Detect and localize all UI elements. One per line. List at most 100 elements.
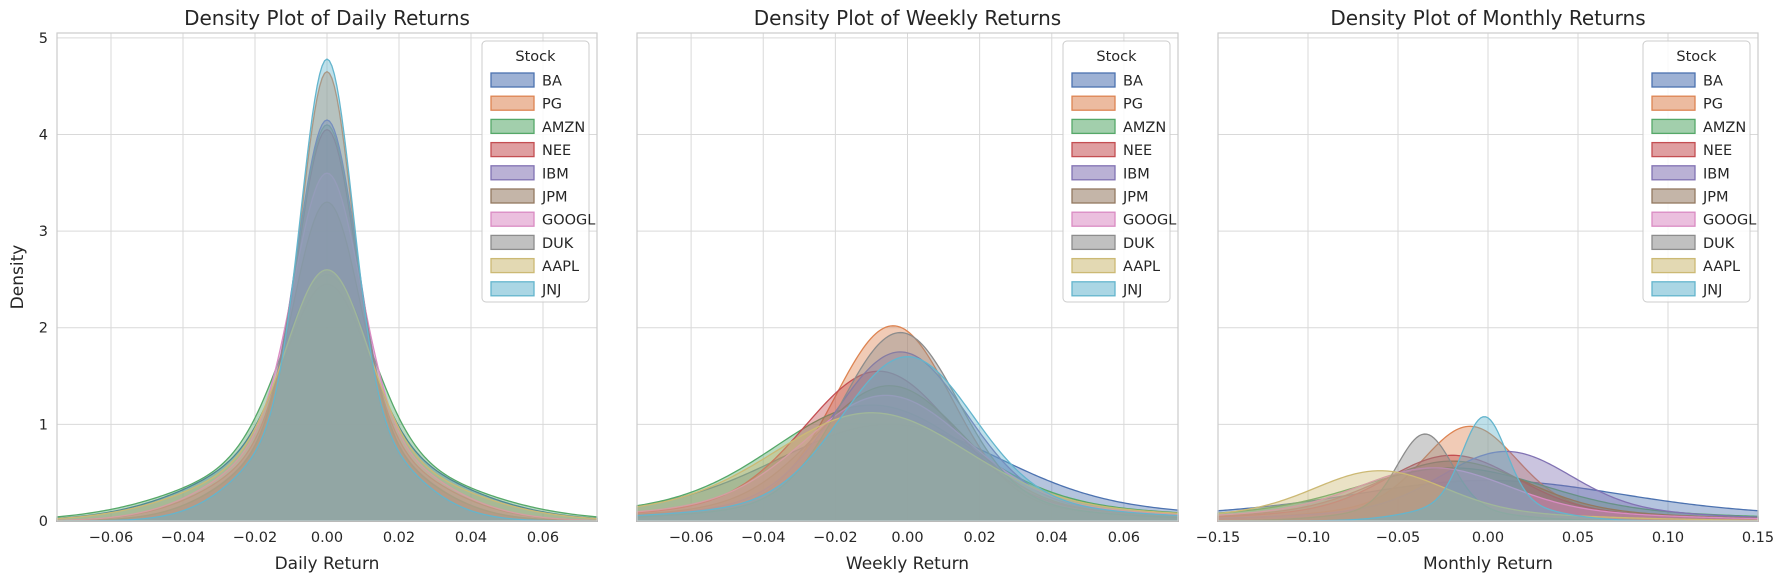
- legend-label-jpm: JPM: [1702, 190, 1729, 206]
- legend-swatch-jpm: [490, 188, 535, 204]
- x-tick-label: 0.04: [455, 530, 487, 546]
- x-tick-label: 0.04: [1036, 530, 1068, 546]
- panel-2: −0.06 −0.04 −0.02 0.00 0.02 0.04 0.06 Density P…: [636, 6, 1179, 574]
- legend-label-jpm: JPM: [541, 190, 568, 206]
- x-tick-label: 0.00: [891, 530, 923, 546]
- y-tick-label: 3: [39, 224, 48, 240]
- x-tick-label: −0.05: [1376, 530, 1420, 546]
- legend-swatch-amzn: [490, 118, 535, 135]
- panel-1: −0.06 −0.04 −0.02 0.00 0.02 0.04 0.06 0 1 2 3 4 5 Den…: [8, 6, 598, 574]
- density-area-ba: [56, 283, 598, 522]
- legend: Stock BA PG AMZN NEE IBM JPM GOOGL DUK AAPL JNJ: [1062, 40, 1176, 303]
- legend-swatch-nee: [490, 141, 535, 158]
- x-tick-label: −0.02: [813, 530, 857, 546]
- legend-swatch-nee: [1071, 141, 1116, 158]
- legend-label-ibm: IBM: [1703, 166, 1730, 182]
- x-tick-label: 0.15: [1742, 530, 1774, 546]
- legend-swatch-jnj: [1651, 281, 1696, 297]
- density-area-googl: [56, 172, 598, 522]
- density-area-googl: [1217, 467, 1759, 522]
- legend-swatch-jpm: [1071, 188, 1116, 204]
- legend-label-googl: GOOGL: [1123, 213, 1176, 229]
- legend-swatch-jnj: [1071, 281, 1116, 297]
- chart-title: Density Plot of Weekly Returns: [754, 6, 1061, 30]
- legend-label-pg: PG: [1123, 97, 1143, 113]
- density-area-ibm: [1217, 450, 1759, 522]
- density-area-ibm: [636, 351, 1179, 522]
- legend-swatch-duk: [1651, 234, 1696, 251]
- legend-label-duk: DUK: [542, 236, 574, 252]
- density-area-amzn: [56, 273, 598, 522]
- chart-title: Density Plot of Monthly Returns: [1330, 6, 1645, 30]
- legend-swatch-pg: [1651, 95, 1696, 111]
- x-tick-label: 0.06: [1108, 530, 1140, 546]
- legend-swatch-aapl: [1071, 257, 1116, 274]
- density-area-jnj: [56, 58, 598, 522]
- legend-swatch-googl: [1651, 211, 1696, 227]
- legend: Stock BA PG AMZN NEE IBM JPM GOOGL DUK AAPL JNJ: [481, 40, 595, 303]
- density-area-duk: [56, 124, 598, 522]
- legend-label-amzn: AMZN: [1123, 120, 1166, 136]
- x-axis-label: Weekly Return: [846, 554, 969, 574]
- legend-swatch-aapl: [1651, 257, 1696, 274]
- legend-swatch-jpm: [1651, 188, 1696, 204]
- legend-swatch-pg: [1071, 95, 1116, 111]
- legend-label-jnj: JNJ: [1702, 282, 1722, 298]
- density-area-jpm: [636, 385, 1179, 522]
- y-tick-label: 4: [39, 127, 48, 143]
- legend-label-googl: GOOGL: [542, 213, 595, 229]
- legend-swatch-duk: [1071, 234, 1116, 251]
- x-axis-label: Monthly Return: [1423, 554, 1553, 574]
- legend-label-pg: PG: [542, 97, 562, 113]
- chart-title: Density Plot of Daily Returns: [184, 6, 470, 30]
- legend-label-amzn: AMZN: [1703, 120, 1746, 136]
- y-tick-label: 5: [39, 31, 48, 47]
- legend-label-nee: NEE: [542, 143, 571, 159]
- y-axis-label: Density: [8, 245, 28, 310]
- x-tick-label: −0.04: [161, 530, 205, 546]
- legend-label-jnj: JNJ: [541, 282, 561, 298]
- x-tick-label: 0.00: [311, 530, 343, 546]
- legend-title: Stock: [515, 49, 556, 65]
- legend-label-pg: PG: [1703, 97, 1723, 113]
- legend-swatch-pg: [490, 95, 535, 111]
- legend-label-amzn: AMZN: [542, 120, 585, 136]
- legend-label-ibm: IBM: [542, 166, 569, 182]
- x-tick-label: −0.06: [669, 530, 713, 546]
- x-tick-label: −0.04: [741, 530, 785, 546]
- x-tick-label: 0.06: [527, 530, 559, 546]
- x-tick-label: 0.05: [1562, 530, 1594, 546]
- y-tick-label: 0: [39, 514, 48, 530]
- legend-label-jnj: JNJ: [1122, 282, 1142, 298]
- legend: Stock BA PG AMZN NEE IBM JPM GOOGL DUK AAPL JNJ: [1642, 40, 1756, 303]
- legend-title: Stock: [1096, 49, 1137, 65]
- axes-frame: [56, 32, 598, 522]
- legend-swatch-ibm: [1651, 165, 1696, 181]
- legend-swatch-ibm: [490, 165, 535, 181]
- x-tick-label: −0.06: [89, 530, 133, 546]
- legend-label-duk: DUK: [1123, 236, 1155, 252]
- density-area-jpm: [1217, 460, 1759, 522]
- density-area-jnj: [636, 356, 1179, 522]
- legend-swatch-ba: [1071, 72, 1116, 88]
- legend-swatch-duk: [490, 234, 535, 251]
- density-area-aapl: [56, 269, 598, 522]
- x-tick-label: 0.02: [383, 530, 415, 546]
- legend-label-ba: BA: [542, 74, 562, 90]
- density-area-duk: [636, 331, 1179, 522]
- legend-label-nee: NEE: [1703, 143, 1732, 159]
- x-tick-label: 0.02: [963, 530, 995, 546]
- axes-frame: [636, 32, 1179, 522]
- legend-swatch-ba: [490, 72, 535, 88]
- legend-label-aapl: AAPL: [1703, 259, 1740, 275]
- x-tick-label: 0.00: [1472, 530, 1504, 546]
- x-tick-label: −0.02: [233, 530, 277, 546]
- axes-frame: [1217, 32, 1759, 522]
- legend-swatch-aapl: [490, 257, 535, 274]
- x-axis-label: Daily Return: [275, 554, 380, 574]
- legend-label-jpm: JPM: [1122, 190, 1149, 206]
- density-area-aapl: [1217, 470, 1759, 522]
- legend-label-ibm: IBM: [1123, 166, 1150, 182]
- panel-3: −0.15 −0.10 −0.05 0.00 0.05 0.10 0.15 Density P…: [1196, 6, 1774, 574]
